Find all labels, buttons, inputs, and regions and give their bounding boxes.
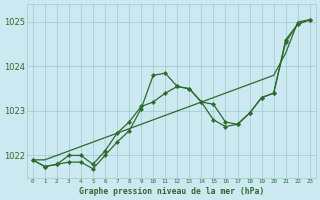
X-axis label: Graphe pression niveau de la mer (hPa): Graphe pression niveau de la mer (hPa) <box>79 187 264 196</box>
